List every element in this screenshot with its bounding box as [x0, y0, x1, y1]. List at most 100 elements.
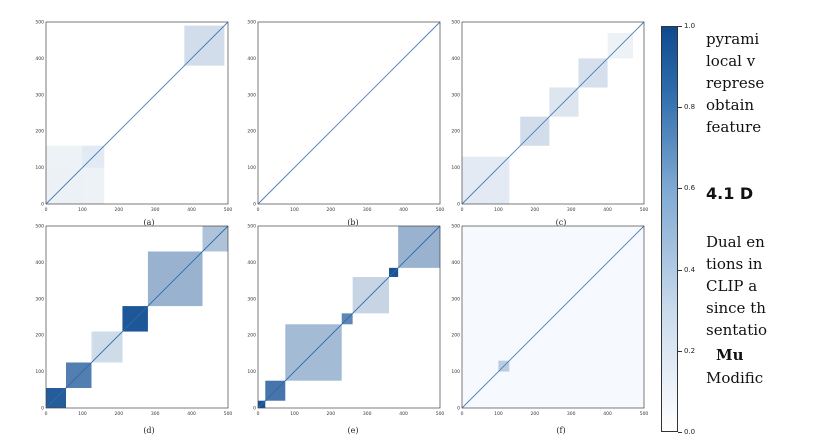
matrix-frame [257, 21, 441, 205]
colorbar-label: 0.4 [684, 266, 696, 274]
diagonal-line [461, 225, 645, 409]
y-tick-label: 200 [247, 333, 256, 339]
colorbar-tick [678, 351, 682, 352]
matrix-frame [461, 225, 645, 409]
diagonal-line [257, 225, 441, 409]
panel-caption-c: (c) [555, 218, 567, 227]
panel-caption-d: (d) [143, 426, 155, 435]
text-line: CLIP a [706, 277, 758, 295]
colorbar-tick [678, 432, 682, 433]
body-text-column: pyrami local v represe obtain feature 4.… [706, 0, 813, 443]
x-tick-label: 100 [494, 207, 503, 213]
x-tick-label: 100 [494, 411, 503, 417]
x-tick-label: 400 [187, 207, 196, 213]
x-tick-label: 100 [290, 411, 299, 417]
text-line: feature [706, 118, 762, 136]
y-tick-label: 200 [451, 129, 460, 135]
diagonal-line [45, 225, 229, 409]
y-tick-label: 500 [451, 20, 460, 26]
x-tick-label: 300 [363, 207, 372, 213]
y-tick-label: 100 [247, 165, 256, 171]
x-tick-label: 500 [436, 411, 445, 417]
y-tick-label: 100 [35, 369, 44, 375]
y-tick-label: 100 [451, 369, 460, 375]
y-tick-label: 300 [35, 92, 44, 98]
text-line: Dual en [706, 233, 765, 251]
x-tick-label: 300 [151, 411, 160, 417]
x-tick-label: 0 [257, 207, 260, 213]
matrix-panel-f: 0 0 100 100 200 200 300 300 400 400 500 500 (f) [451, 222, 649, 436]
x-tick-label: 400 [187, 411, 196, 417]
x-tick-label: 0 [45, 207, 48, 213]
x-tick-label: 500 [640, 411, 649, 417]
y-tick-label: 0 [253, 406, 256, 412]
x-tick-label: 200 [531, 207, 540, 213]
x-tick-label: 200 [531, 411, 540, 417]
text-line: pyrami [706, 30, 760, 48]
y-tick-label: 200 [35, 333, 44, 339]
matrix-panel-a: 0 0 100 100 200 200 300 300 400 400 500 500 (a) [35, 18, 233, 228]
y-tick-label: 300 [35, 296, 44, 302]
panel-caption-e: (e) [347, 426, 359, 435]
colorbar-label: 1.0 [684, 22, 696, 30]
text-line: Modific [706, 369, 764, 387]
matrix-plot-f: 00 100 100 200 200 300 300 400 400 500 500 [451, 224, 649, 418]
matrix-panel-c: 0 0 100 100 200 200 300 300 400 400 500 500 (c) [451, 18, 649, 228]
y-tick-label: 100 [451, 165, 460, 171]
colorbar-label: 0.6 [684, 184, 696, 192]
text-line: represe [706, 74, 765, 92]
x-tick-label: 0 [257, 411, 260, 417]
panel-caption-b: (b) [347, 218, 359, 227]
y-tick-label: 0 [41, 202, 44, 208]
bold-paragraph-lead: Mu [716, 346, 744, 364]
y-tick-label: 0 [253, 202, 256, 208]
y-tick-label: 100 [247, 369, 256, 375]
y-tick-label: 500 [451, 224, 460, 230]
text-line: tions in [706, 255, 763, 273]
y-tick-label: 500 [247, 20, 256, 26]
diagonal-line [257, 21, 441, 205]
y-tick-label: 400 [35, 260, 44, 266]
x-tick-label: 0 [461, 207, 464, 213]
y-tick-label: 400 [35, 56, 44, 62]
y-tick-label: 300 [247, 92, 256, 98]
matrix-plot-a: 00 100 100 200 200 300 300 400 400 500 500 [35, 20, 233, 214]
colorbar-label: 0.0 [684, 428, 696, 436]
x-tick-label: 200 [115, 207, 124, 213]
x-tick-label: 0 [45, 411, 48, 417]
matrix-plot-c: 00 100 100 200 200 300 300 400 400 500 500 [451, 20, 649, 214]
y-tick-label: 200 [247, 129, 256, 135]
y-tick-label: 400 [451, 260, 460, 266]
y-tick-label: 0 [457, 406, 460, 412]
x-tick-label: 300 [567, 207, 576, 213]
x-tick-label: 400 [399, 207, 408, 213]
x-tick-label: 400 [399, 411, 408, 417]
y-tick-label: 200 [35, 129, 44, 135]
matrix-panel-d: 0 0 100 100 200 200 300 300 400 400 500 500 (d) [35, 222, 233, 436]
x-tick-label: 500 [224, 411, 233, 417]
diagonal-line [45, 21, 229, 205]
y-tick-label: 200 [451, 333, 460, 339]
y-tick-label: 500 [35, 224, 44, 230]
x-tick-label: 100 [78, 207, 87, 213]
text-line: since th [706, 299, 766, 317]
y-tick-label: 0 [457, 202, 460, 208]
x-tick-label: 500 [640, 207, 649, 213]
x-tick-label: 200 [327, 411, 336, 417]
x-tick-label: 200 [327, 207, 336, 213]
y-tick-label: 300 [247, 296, 256, 302]
y-tick-label: 100 [35, 165, 44, 171]
diagonal-line [461, 21, 645, 205]
x-tick-label: 200 [115, 411, 124, 417]
x-tick-label: 0 [461, 411, 464, 417]
y-tick-label: 300 [451, 296, 460, 302]
colorbar-tick [678, 270, 682, 271]
x-tick-label: 100 [290, 207, 299, 213]
section-heading: 4.1 D [706, 184, 754, 203]
colorbar-tick [678, 188, 682, 189]
x-tick-label: 100 [78, 411, 87, 417]
x-tick-label: 300 [567, 411, 576, 417]
y-tick-label: 0 [41, 406, 44, 412]
colorbar [661, 26, 678, 432]
x-tick-label: 500 [224, 207, 233, 213]
